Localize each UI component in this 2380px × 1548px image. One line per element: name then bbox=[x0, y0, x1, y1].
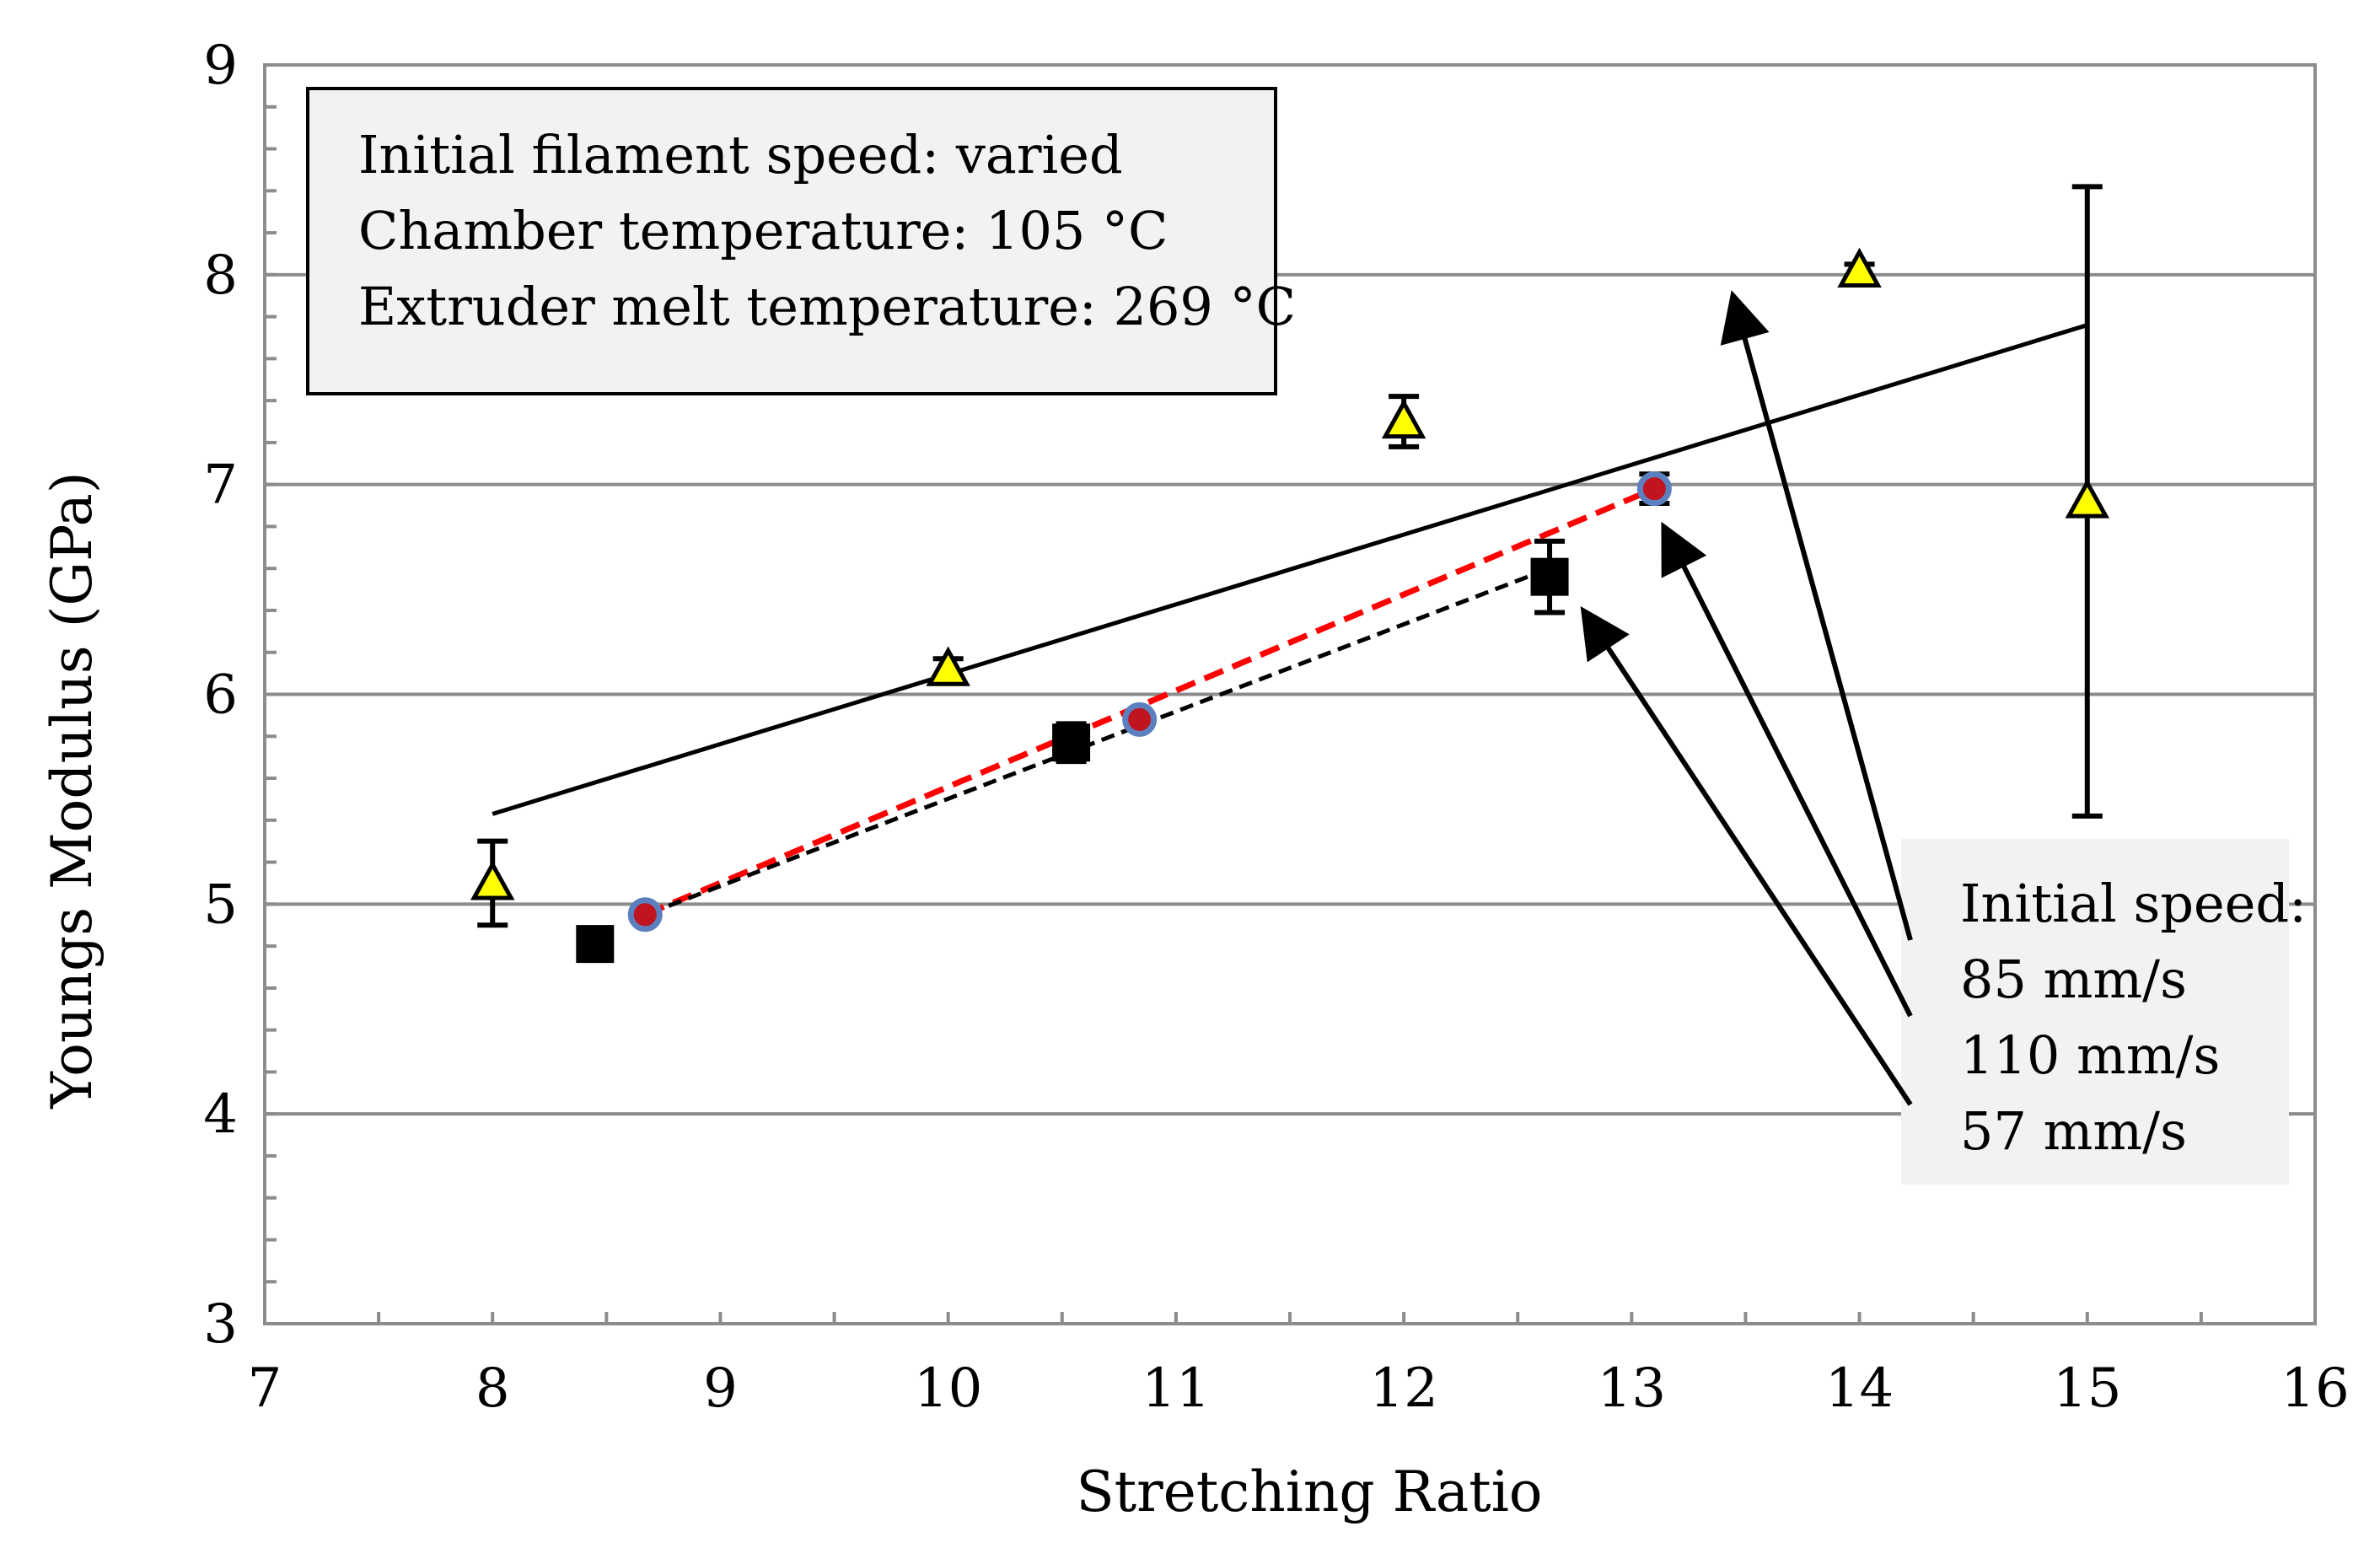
y-tick-label: 9 bbox=[203, 35, 238, 97]
y-tick-label: 8 bbox=[203, 245, 238, 307]
point-triangle bbox=[470, 860, 515, 900]
legend-label-85: 85 mm/s bbox=[1960, 949, 2187, 1010]
x-tick-label: 13 bbox=[1598, 1357, 1666, 1420]
point-triangle bbox=[926, 646, 970, 686]
point-circle bbox=[1122, 701, 1158, 737]
legend-arrow-110-mm-s bbox=[1661, 521, 1913, 1018]
trend-lines bbox=[492, 323, 2088, 923]
y-tick-label: 7 bbox=[203, 454, 238, 517]
point-circle bbox=[1636, 471, 1672, 507]
x-tick-label: 15 bbox=[2053, 1357, 2121, 1420]
x-tick-label: 9 bbox=[703, 1357, 738, 1420]
legend-label-57: 57 mm/s bbox=[1960, 1100, 2187, 1162]
point-square bbox=[1052, 723, 1091, 762]
legend-box-frame bbox=[1901, 839, 2289, 1185]
y-tick-label: 3 bbox=[203, 1293, 238, 1356]
point-triangle bbox=[1381, 398, 1426, 439]
y-tick-label: 4 bbox=[203, 1083, 238, 1146]
x-axis-title: Stretching Ratio bbox=[1076, 1459, 1542, 1524]
legend-box: Initial speed: 85 mm/s 110 mm/s 57 mm/s bbox=[1901, 839, 2307, 1185]
trendline-110-mm-s bbox=[643, 486, 1656, 917]
y-tick-label: 5 bbox=[203, 873, 238, 936]
point-triangle bbox=[2065, 478, 2110, 519]
legend-title: Initial speed: bbox=[1960, 873, 2307, 934]
x-tick-label: 8 bbox=[475, 1357, 510, 1420]
y-tick-label: 6 bbox=[203, 664, 238, 727]
info-line-filament-speed: Initial filament speed: varied bbox=[358, 124, 1123, 185]
point-circle bbox=[627, 897, 663, 933]
point-triangle bbox=[1837, 247, 1882, 288]
info-box-frame bbox=[306, 87, 1277, 395]
legend-arrows bbox=[1580, 290, 1913, 1106]
x-tick-label: 16 bbox=[2281, 1357, 2349, 1420]
x-tick-label: 10 bbox=[914, 1357, 982, 1420]
data-points bbox=[470, 247, 2110, 964]
x-tick-label: 11 bbox=[1142, 1357, 1210, 1420]
x-tick-label: 14 bbox=[1825, 1357, 1894, 1420]
x-tick-label: 12 bbox=[1369, 1357, 1437, 1420]
info-line-melt-temperature: Extruder melt temperature: 269 °C bbox=[358, 276, 1296, 337]
x-tick-label: 7 bbox=[248, 1357, 282, 1420]
point-square bbox=[576, 925, 615, 964]
legend-arrow-57-mm-s bbox=[1580, 605, 1913, 1106]
axes: 7 8 9 10 11 12 13 14 15 16 3 4 5 6 7 8 9 bbox=[203, 35, 2349, 1420]
trendline-85-mm-s bbox=[492, 323, 2088, 816]
point-square bbox=[1530, 557, 1569, 596]
info-line-chamber-temperature: Chamber temperature: 105 °C bbox=[358, 200, 1169, 261]
info-box: Initial filament speed: varied Chamber t… bbox=[306, 87, 1296, 395]
legend-label-110: 110 mm/s bbox=[1960, 1024, 2220, 1086]
legend-arrow-85-mm-s bbox=[1720, 290, 1913, 941]
y-axis-title: Youngs Modulus (GPa) bbox=[40, 471, 105, 1109]
